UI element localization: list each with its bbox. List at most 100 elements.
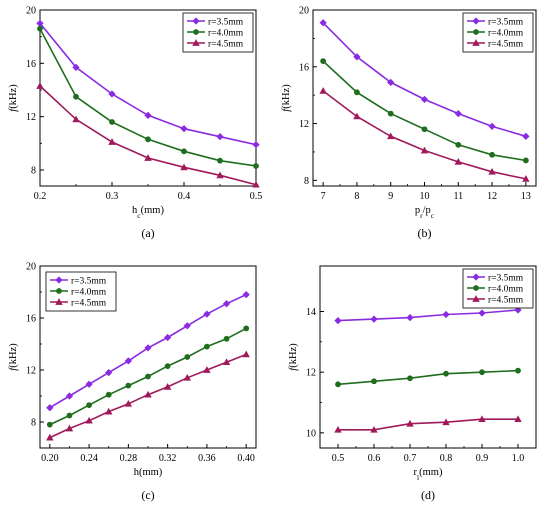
x-tick-label: 11 bbox=[453, 191, 463, 202]
data-point bbox=[443, 370, 449, 377]
panel-label: (d) bbox=[421, 488, 435, 502]
data-point bbox=[144, 344, 152, 352]
y-tick-label: 8 bbox=[31, 166, 36, 177]
data-point bbox=[46, 421, 53, 428]
x-tick-label: 0.5 bbox=[332, 453, 345, 464]
x-axis-label: h(mm) bbox=[134, 467, 163, 478]
data-point bbox=[387, 110, 394, 117]
data-point bbox=[163, 383, 172, 390]
x-tick-label: 0.4 bbox=[178, 191, 191, 202]
chart-panel-3: 0.20 0.24 0.28 0.32 0.36 0.408121620r=3.5mmr=… bbox=[8, 262, 257, 502]
x-tick-label: 1.0 bbox=[512, 453, 525, 464]
data-point bbox=[252, 180, 260, 188]
y-tick-label: 20 bbox=[26, 262, 36, 273]
data-point bbox=[454, 158, 462, 165]
legend-label: r=4.0mm bbox=[208, 28, 244, 38]
data-point bbox=[334, 316, 342, 325]
data-point bbox=[522, 132, 530, 140]
x-tick-label: 8 bbox=[354, 191, 359, 202]
legend-label: r=4.0mm bbox=[488, 284, 524, 294]
data-point bbox=[406, 419, 414, 427]
data-point bbox=[105, 407, 113, 415]
data-point bbox=[36, 82, 44, 89]
data-point bbox=[253, 163, 259, 169]
data-point bbox=[479, 369, 485, 376]
panel-label: (a) bbox=[141, 226, 154, 240]
data-point bbox=[105, 368, 113, 377]
data-point bbox=[252, 141, 260, 149]
legend-marker bbox=[473, 285, 479, 291]
data-point bbox=[335, 381, 341, 388]
series-line-3 bbox=[39, 85, 257, 186]
x-tick-label: 13 bbox=[521, 191, 531, 202]
data-point bbox=[522, 175, 530, 182]
series-line-3 bbox=[338, 418, 518, 431]
data-point bbox=[354, 89, 360, 96]
data-point bbox=[72, 63, 80, 71]
data-point bbox=[223, 335, 230, 342]
chart-panel-1: 0.2 0.3 0.4 0.5 8 12 16 20 r=3.5mmr=4.0mmr=4.5mm… bbox=[8, 6, 262, 241]
data-point bbox=[421, 126, 428, 133]
x-tick-label: 12 bbox=[487, 191, 497, 202]
x-tick-label: 0.24 bbox=[80, 453, 98, 464]
data-point bbox=[243, 325, 250, 332]
data-point bbox=[145, 373, 151, 380]
data-point bbox=[124, 357, 132, 365]
y-tick-label: 16 bbox=[26, 314, 36, 325]
data-point bbox=[455, 141, 462, 148]
data-point bbox=[203, 310, 211, 318]
data-point bbox=[522, 157, 529, 164]
legend-marker bbox=[55, 276, 63, 284]
y-tick-label: 12 bbox=[26, 366, 36, 377]
y-axis-label: f(kHz) bbox=[8, 84, 19, 112]
data-point bbox=[319, 19, 327, 27]
data-point bbox=[85, 416, 93, 424]
x-axis-label: pr/pc bbox=[415, 205, 435, 220]
x-axis-label: rl(mm) bbox=[414, 467, 443, 482]
data-point bbox=[353, 112, 361, 120]
data-point bbox=[105, 391, 112, 398]
y-tick-label: 12 bbox=[26, 112, 36, 123]
data-point bbox=[370, 315, 378, 323]
data-point bbox=[181, 148, 187, 155]
legend-marker bbox=[472, 17, 480, 25]
data-point bbox=[180, 125, 188, 133]
legend-label: r=3.5mm bbox=[71, 276, 107, 286]
legend-label: r=3.5mm bbox=[208, 17, 244, 27]
data-point bbox=[73, 93, 79, 100]
x-tick-label: 0.9 bbox=[476, 453, 489, 464]
x-tick-label: 0.40 bbox=[237, 453, 255, 464]
y-tick-label: 20 bbox=[299, 6, 309, 17]
data-point bbox=[46, 433, 54, 441]
legend-label: r=4.5mm bbox=[488, 295, 524, 305]
legend-marker bbox=[193, 29, 199, 35]
x-tick-label: 10 bbox=[420, 191, 430, 202]
data-point bbox=[125, 382, 132, 389]
data-point bbox=[442, 310, 450, 319]
legend-marker bbox=[56, 288, 62, 294]
data-point bbox=[216, 133, 224, 141]
legend-marker bbox=[472, 273, 480, 281]
data-point bbox=[65, 424, 74, 432]
data-point bbox=[144, 390, 152, 398]
series-line-2 bbox=[337, 369, 519, 386]
data-point bbox=[371, 378, 377, 385]
x-tick-label: 0.28 bbox=[120, 453, 138, 464]
data-point bbox=[478, 309, 486, 317]
y-tick-label: 20 bbox=[26, 6, 36, 17]
data-point bbox=[489, 151, 495, 158]
x-tick-label: 9 bbox=[388, 191, 393, 202]
y-axis-label: f(kHz) bbox=[288, 343, 299, 371]
legend-label: r=3.5mm bbox=[488, 273, 524, 283]
x-tick-label: 0.8 bbox=[440, 453, 453, 464]
data-point bbox=[164, 363, 171, 369]
data-point bbox=[442, 418, 450, 426]
y-tick-label: 10 bbox=[306, 428, 316, 439]
data-point bbox=[145, 136, 151, 143]
y-tick-label: 8 bbox=[304, 176, 309, 187]
